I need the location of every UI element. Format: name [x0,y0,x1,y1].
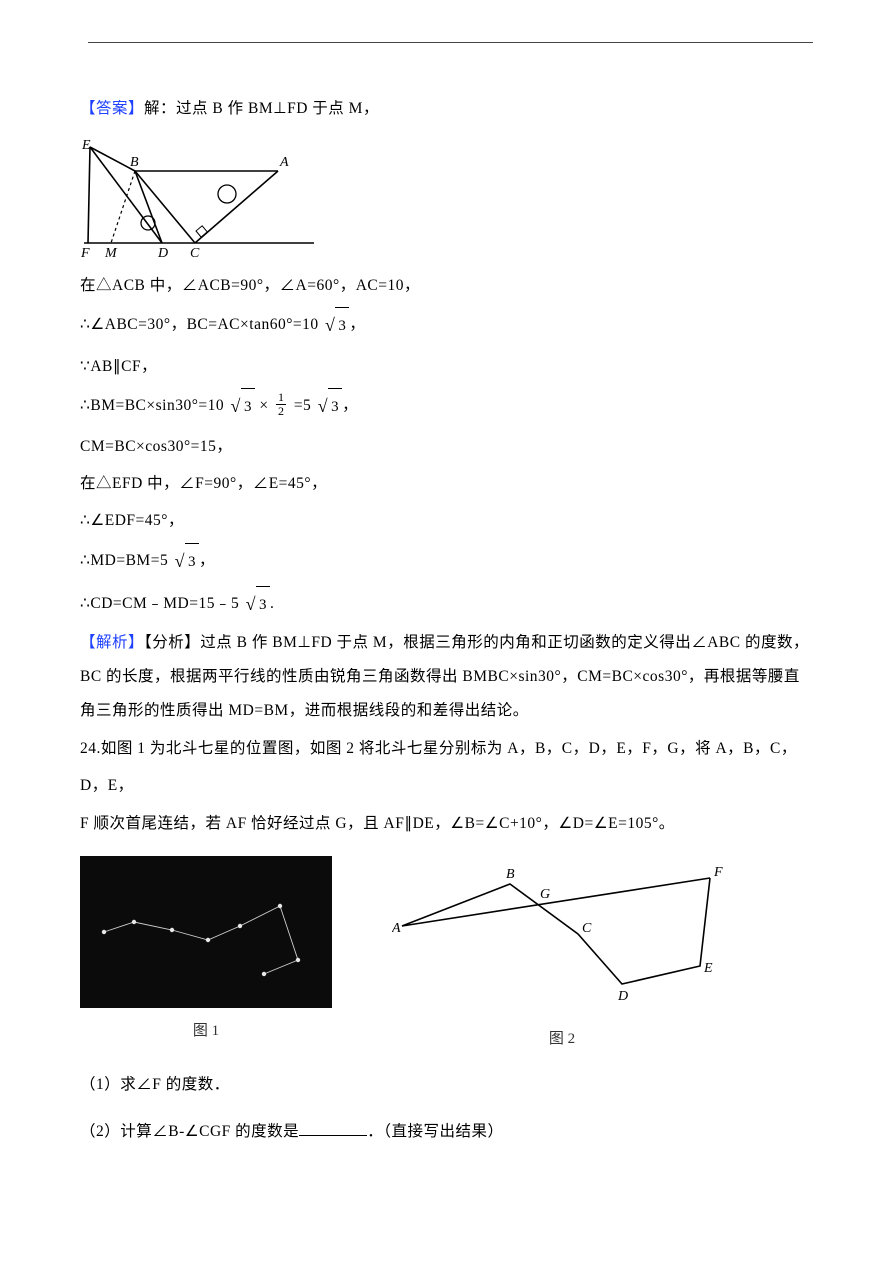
svg-text:B: B [130,155,139,170]
step-8a: ∴MD=BM=5 [80,552,168,569]
q24-stem-1: 24.如图 1 为北斗七星的位置图，如图 2 将北斗七星分别标为 A，B，C，D… [80,730,813,804]
analysis-label: 【分析】 [144,634,200,651]
answer-line: 【答案】解：过点 B 作 BM⊥FD 于点 M， [80,90,813,127]
figure-1-svg [80,856,332,1008]
svg-text:D: D [157,246,168,258]
q24-part1: （1）求∠F 的度数． [80,1066,813,1103]
figure-2-caption: 图 2 [392,1027,732,1048]
svg-text:M: M [104,246,118,258]
sqrt-3-3: √3 [318,385,342,428]
q24-part2: （2）计算∠B-∠CGF 的度数是 ．（直接写出结果） [80,1113,813,1150]
step-4b: × [259,397,268,414]
svg-text:F: F [80,246,90,258]
step-4: ∴BM=BC×sin30°=10 √3 × 12 =5 √3， [80,385,813,428]
sqrt-3-2: √3 [231,385,255,428]
step-3: ∵AB∥CF， [80,348,813,385]
step-8b: ， [199,552,215,569]
svg-text:E: E [703,961,713,976]
step-8: ∴MD=BM=5 √3， [80,540,813,583]
step-4a: ∴BM=BC×sin30°=10 [80,397,224,414]
svg-text:A: A [279,155,289,170]
analysis-block: 【解析】【分析】过点 B 作 BM⊥FD 于点 M，根据三角形的内角和正切函数的… [80,626,813,728]
step-9a: ∴CD=CM﹣MD=15﹣5 [80,595,239,612]
step-1: 在△ACB 中，∠ACB=90°，∠A=60°，AC=10， [80,267,813,304]
sqrt-3-5: √3 [246,583,270,626]
q24-part2a: （2）计算∠B-∠CGF 的度数是 [80,1123,299,1140]
fraction-half: 12 [276,391,287,418]
step-2a: ∴∠ABC=30°，BC=AC×tan60°=10 [80,317,319,334]
step-2: ∴∠ABC=30°，BC=AC×tan60°=10 √3， [80,304,813,347]
header-rule [88,42,813,43]
step-4c: =5 [294,397,312,414]
figure-triangle: E F M D C B A [80,133,813,263]
step-2b: ， [349,317,365,334]
svg-text:C: C [190,246,200,258]
figure-1-caption: 图 1 [80,1019,332,1040]
figure-2-wrap: A B G C D E F 图 2 [392,856,732,1048]
q24-part2b: ．（直接写出结果） [367,1123,503,1140]
figure-2-svg: A B G C D E F [392,856,732,1016]
answer-tag: 【答案】 [80,100,144,117]
blank-line [299,1122,367,1136]
step-9b: . [270,595,274,612]
figure-1-wrap: 图 1 [80,856,332,1040]
q24-stem-2: F 顺次首尾连结，若 AF 恰好经过点 G，且 AF∥DE，∠B=∠C+10°，… [80,805,813,842]
svg-text:A: A [392,921,401,936]
step-5: CM=BC×cos30°=15， [80,428,813,465]
svg-text:D: D [617,989,628,1004]
sqrt-3-4: √3 [175,540,199,583]
answer-text: 解：过点 B 作 BM⊥FD 于点 M， [144,100,379,117]
step-4d: ， [342,397,358,414]
step-9: ∴CD=CM﹣MD=15﹣5 √3. [80,583,813,626]
svg-text:F: F [713,865,723,880]
step-6: 在△EFD 中，∠F=90°，∠E=45°， [80,465,813,502]
svg-text:G: G [540,887,550,902]
svg-text:C: C [582,921,592,936]
svg-text:B: B [506,867,515,882]
figure-triangle-svg: E F M D C B A [80,133,320,258]
analysis-tag: 【解析】 [80,634,144,651]
sqrt-3-1: √3 [325,304,349,347]
figure-row: 图 1 A B G C D E F 图 2 [80,856,813,1048]
step-7: ∴∠EDF=45°， [80,502,813,539]
